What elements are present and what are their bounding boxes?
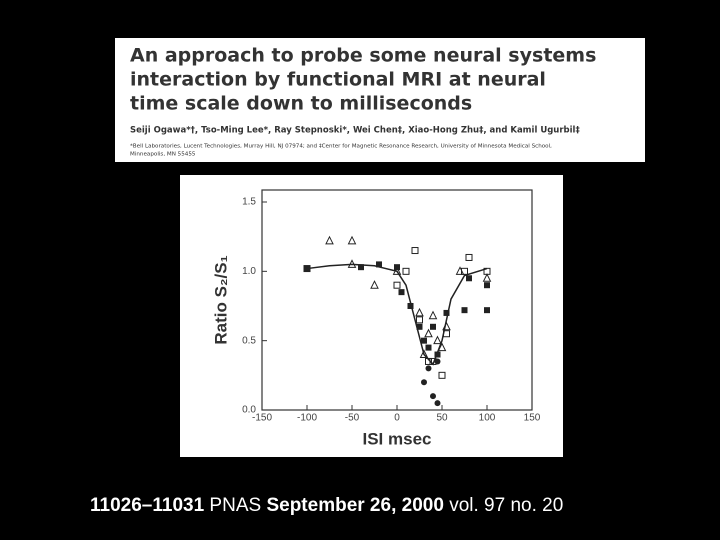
square-point: [425, 344, 432, 351]
x-tick-label: -100: [297, 413, 317, 424]
square-point: [394, 264, 400, 271]
footer-pages: 11026–11031: [90, 495, 205, 516]
paper-title: An approach to probe some neural systems: [130, 45, 596, 67]
square-point: [443, 309, 450, 316]
y-tick-label: 0.5: [242, 335, 256, 346]
open-square-point: [465, 253, 473, 261]
circle-point: [430, 393, 436, 400]
open-square-point: [438, 371, 446, 379]
square-point: [416, 323, 423, 330]
triangle-point: [415, 307, 424, 317]
triangle-point: [428, 310, 438, 320]
square-point: [466, 275, 472, 282]
square-point: [421, 337, 427, 344]
footer-journal: PNAS: [209, 495, 261, 516]
open-square-point: [461, 267, 468, 275]
square-point: [407, 303, 414, 309]
triangle-point: [433, 335, 442, 345]
triangle-point: [347, 235, 357, 245]
square-point: [376, 261, 382, 268]
square-point: [398, 289, 405, 296]
footer-number: no. 20: [510, 495, 563, 516]
open-square-point: [393, 281, 401, 289]
y-tick-label: 1.0: [242, 266, 256, 277]
square-point: [484, 307, 490, 314]
x-tick-label: 150: [524, 413, 541, 424]
paper-header-box: [115, 38, 645, 162]
x-tick-label: 100: [479, 413, 496, 424]
x-tick-label: 50: [436, 413, 448, 424]
paper-affiliation: *Bell Laboratories, Lucent Technologies,…: [130, 144, 552, 150]
triangle-point: [325, 235, 334, 245]
paper-title: interaction by functional MRI at neural: [130, 69, 546, 91]
triangle-point: [424, 328, 433, 338]
open-square-point: [411, 247, 419, 255]
open-square-point: [402, 267, 410, 275]
circle-point: [421, 379, 427, 386]
footer: 11026–11031 PNAS September 26, 2000 vol.…: [90, 495, 563, 516]
y-tick-label: 0.0: [242, 405, 256, 416]
paper-title: time scale down to milliseconds: [130, 93, 472, 115]
footer-date: September 26, 2000: [266, 495, 443, 516]
triangle-point: [370, 280, 379, 289]
circle-point: [434, 400, 441, 407]
circle-point: [425, 365, 432, 372]
circle-point: [434, 358, 441, 365]
paper-authors: Seiji Ogawa*†, Tso-Ming Lee*, Ray Stepno…: [130, 126, 580, 136]
paper-affiliation: Minneapolis, MN 55455: [130, 152, 196, 158]
x-axis-label: ISI msec: [363, 429, 432, 448]
open-square-point: [416, 316, 423, 324]
open-square-point: [483, 267, 491, 275]
fit-line: [306, 263, 488, 366]
square-point: [430, 323, 436, 330]
x-tick-label: 0: [394, 413, 400, 424]
footer-volume: vol. 97: [449, 495, 505, 516]
square-point: [461, 307, 468, 314]
triangle-point: [419, 349, 429, 359]
y-tick-label: 1.5: [242, 197, 256, 208]
square-point: [358, 264, 364, 271]
triangle-point: [482, 273, 492, 282]
chart-box: [180, 175, 563, 457]
x-tick-label: -50: [345, 413, 360, 424]
square-point: [484, 282, 490, 289]
x-tick-label: -150: [252, 413, 272, 424]
y-axis-label: Ratio S₂/S₁: [211, 255, 230, 344]
